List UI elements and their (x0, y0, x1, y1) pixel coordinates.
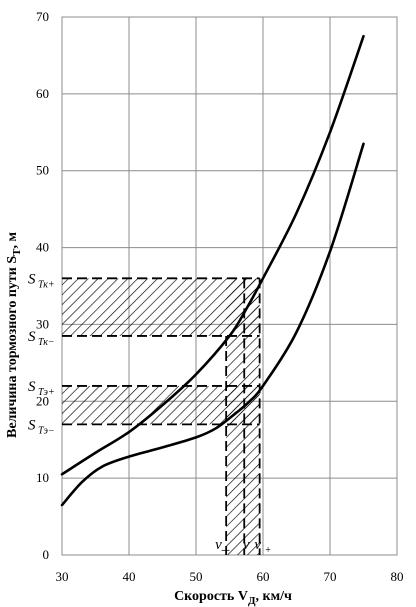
x-tick-label: 60 (257, 569, 270, 584)
speed-label-1: v (243, 537, 250, 553)
y-tick-label: 60 (36, 86, 49, 101)
y-tick-label: 70 (36, 9, 49, 24)
level-label-sub-1: Тк− (38, 337, 55, 348)
y-tick-label: 0 (43, 547, 50, 562)
grid (61, 16, 398, 556)
y-axis-title: Величина тормозного пути SТ, м (5, 232, 23, 438)
x-axis-title-main: Скорость V (174, 589, 248, 604)
level-label-sub-2: Тэ+ (38, 387, 55, 398)
y-tick-label: 50 (36, 163, 49, 178)
dashed-guides (62, 277, 261, 555)
x-axis-title-unit: , км/ч (256, 589, 292, 604)
x-tick-label: 80 (391, 569, 404, 584)
x-axis-title-sub: Д (248, 595, 256, 607)
upper-curve (60, 34, 365, 476)
y-tick-label: 10 (36, 470, 49, 485)
level-label-1: S (28, 329, 36, 345)
x-tick-label: 30 (56, 569, 69, 584)
level-label-sub-3: Тэ− (38, 425, 55, 436)
x-axis-title: Скорость VД, км/ч (174, 589, 292, 607)
y-axis-title-sub: Т (11, 248, 23, 256)
level-label-sub-0: Тк+ (38, 279, 55, 290)
y-axis-title-unit: , м (5, 232, 20, 249)
level-label-0: S (28, 271, 36, 287)
y-tick-label: 20 (36, 393, 49, 408)
x-tick-label: 50 (190, 569, 203, 584)
y-axis-title-main: Величина тормозного пути S (5, 256, 20, 438)
speed-label-sub-2: + (265, 545, 272, 556)
tick-labels: 30 40 50 60 70 80 0 10 20 30 40 50 60 70 (36, 9, 404, 584)
y-tick-label: 30 (36, 316, 49, 331)
speed-label-0: v_ (215, 537, 230, 553)
speed-label-2: v (254, 537, 261, 553)
series-layer (60, 34, 365, 507)
lower-curve (60, 142, 365, 507)
annotations: S Тк+S Тк−S Тэ+S Тэ−v_ v v + (28, 271, 271, 556)
y-tick-label: 40 (36, 240, 49, 255)
x-tick-label: 40 (123, 569, 136, 584)
level-label-3: S (28, 417, 36, 433)
level-label-2: S (28, 379, 36, 395)
x-tick-label: 70 (324, 569, 337, 584)
